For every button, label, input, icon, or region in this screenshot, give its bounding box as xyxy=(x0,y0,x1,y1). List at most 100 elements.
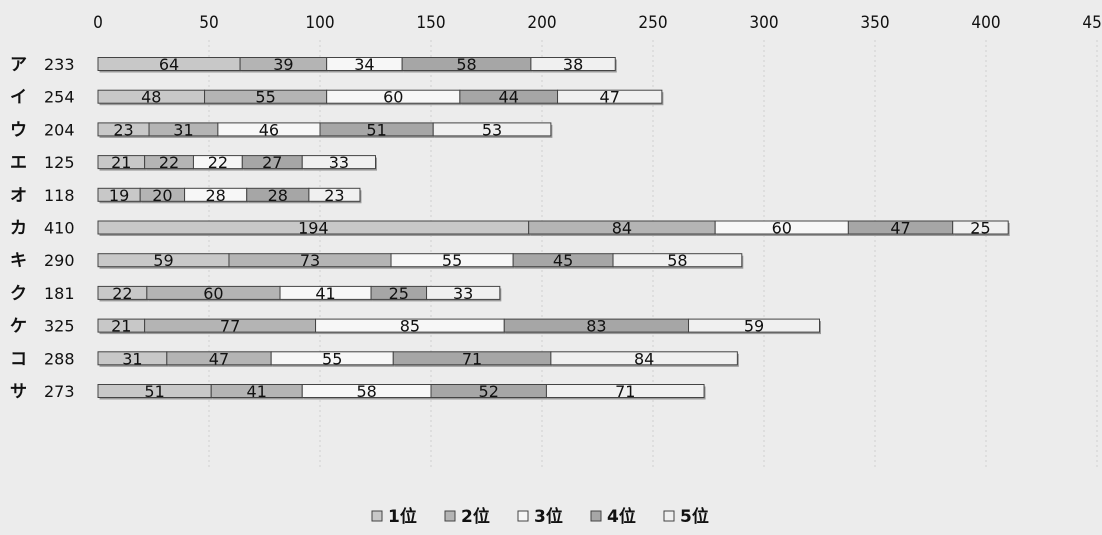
total-label: 254 xyxy=(44,88,75,107)
data-label: 84 xyxy=(612,219,632,238)
category-label: オ xyxy=(10,186,27,206)
legend-label: 1位 xyxy=(388,506,417,527)
total-label: 410 xyxy=(44,219,75,238)
category-label: キ xyxy=(10,251,27,271)
total-label: 118 xyxy=(44,186,75,205)
bar-segment xyxy=(432,122,552,137)
data-label: 34 xyxy=(354,55,374,74)
bar-segment xyxy=(557,89,663,104)
data-label: 58 xyxy=(456,55,476,74)
data-label: 38 xyxy=(563,55,583,74)
data-label: 41 xyxy=(247,382,267,401)
total-label: 288 xyxy=(44,349,75,368)
data-label: 41 xyxy=(315,284,335,303)
data-label: 44 xyxy=(499,88,519,107)
x-tick-label: 400 xyxy=(971,13,1000,33)
data-label: 23 xyxy=(324,186,344,205)
category-label: コ xyxy=(10,349,27,369)
total-label: 125 xyxy=(44,153,75,172)
bar-segment xyxy=(308,187,361,202)
bar-segment xyxy=(545,384,705,398)
data-label: 22 xyxy=(159,153,179,172)
bar-segment xyxy=(952,220,1009,235)
category-label: カ xyxy=(10,219,27,239)
data-label: 22 xyxy=(112,284,132,303)
category-label: イ xyxy=(10,88,27,108)
x-tick-label: 300 xyxy=(749,13,778,33)
data-label: 28 xyxy=(268,186,288,205)
data-label: 59 xyxy=(153,251,173,270)
legend-label: 4位 xyxy=(607,506,636,527)
data-label: 55 xyxy=(322,349,342,368)
data-label: 60 xyxy=(772,219,792,238)
x-tick-label: 150 xyxy=(416,13,445,33)
legend-swatch xyxy=(517,510,529,522)
x-tick-label: 250 xyxy=(638,13,667,33)
bar-segment xyxy=(612,253,743,268)
bar-segment xyxy=(301,155,376,170)
total-label: 233 xyxy=(44,55,75,74)
data-label: 51 xyxy=(144,382,164,401)
x-tick-label: 450 xyxy=(1082,13,1102,33)
data-label: 84 xyxy=(634,349,654,368)
data-label: 23 xyxy=(113,120,133,139)
category-label: ア xyxy=(10,55,27,75)
legend-swatch xyxy=(590,510,602,522)
data-label: 28 xyxy=(205,186,225,205)
data-label: 85 xyxy=(400,317,420,336)
data-label: 71 xyxy=(462,349,482,368)
data-label: 64 xyxy=(159,55,179,74)
bar-segment xyxy=(550,351,738,366)
data-label: 25 xyxy=(389,284,409,303)
data-label: 71 xyxy=(615,382,635,401)
x-tick-label: 350 xyxy=(860,13,889,33)
category-label: サ xyxy=(10,382,27,402)
data-label: 47 xyxy=(890,219,910,238)
data-label: 19 xyxy=(109,186,129,205)
legend-label: 2位 xyxy=(461,506,490,527)
x-tick-label: 100 xyxy=(305,13,334,33)
data-label: 21 xyxy=(111,317,131,336)
x-tick-label: 0 xyxy=(93,13,103,33)
legend-swatch xyxy=(371,510,383,522)
data-label: 47 xyxy=(600,88,620,107)
data-label: 51 xyxy=(366,120,386,139)
data-label: 31 xyxy=(173,120,193,139)
data-label: 20 xyxy=(152,186,172,205)
total-label: 325 xyxy=(44,317,75,336)
bar-segment xyxy=(426,285,501,300)
data-label: 52 xyxy=(479,382,499,401)
category-label: エ xyxy=(10,153,27,173)
data-label: 55 xyxy=(442,251,462,270)
category-label: ケ xyxy=(10,317,27,337)
total-label: 181 xyxy=(44,284,75,303)
legend-swatch xyxy=(663,510,675,522)
data-label: 60 xyxy=(203,284,223,303)
x-tick-label: 50 xyxy=(199,13,218,33)
data-label: 46 xyxy=(259,120,279,139)
category-label: ク xyxy=(10,284,27,304)
bar-segment xyxy=(688,318,821,333)
total-label: 204 xyxy=(44,120,75,139)
data-label: 55 xyxy=(255,88,275,107)
data-label: 47 xyxy=(209,349,229,368)
data-label: 194 xyxy=(298,219,329,238)
data-label: 25 xyxy=(970,219,990,238)
category-label: ウ xyxy=(10,120,27,140)
legend-label: 3位 xyxy=(534,506,563,527)
legend-swatch xyxy=(444,510,456,522)
data-label: 27 xyxy=(262,153,282,172)
data-label: 58 xyxy=(667,251,687,270)
bar-segment xyxy=(530,57,616,71)
data-label: 48 xyxy=(141,88,161,107)
data-label: 73 xyxy=(300,251,320,270)
data-label: 58 xyxy=(356,382,376,401)
data-label: 22 xyxy=(208,153,228,172)
data-label: 39 xyxy=(273,55,293,74)
x-tick-label: 200 xyxy=(527,13,556,33)
data-label: 45 xyxy=(553,251,573,270)
data-label: 83 xyxy=(586,317,606,336)
data-label: 59 xyxy=(744,317,764,336)
